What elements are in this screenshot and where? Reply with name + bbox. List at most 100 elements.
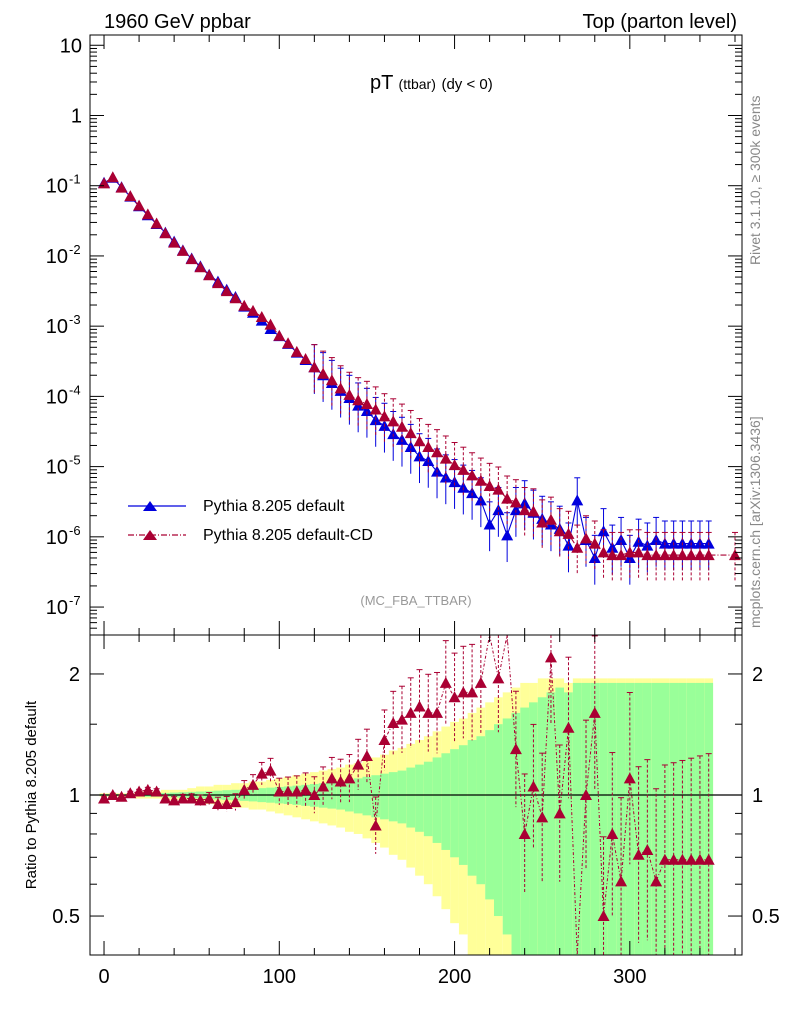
data-point-cd <box>492 483 505 495</box>
ratio-point-cd <box>413 700 426 712</box>
ratio-band-green <box>511 712 521 955</box>
data-point-cd <box>685 549 698 561</box>
ratio-point-cd <box>536 811 549 823</box>
ratio-point-cd <box>422 706 435 718</box>
ratio-point-cd <box>115 790 128 802</box>
ratio-point-cd <box>255 767 268 779</box>
data-point-cd <box>527 505 540 517</box>
ratio-band-green <box>458 745 468 865</box>
data-point-cd <box>360 397 373 409</box>
data-point-cd <box>518 504 531 516</box>
y-tick-label: 10 <box>46 386 68 408</box>
rivet-label: Rivet 3.1.10, ≥ 300k events <box>747 95 763 265</box>
ratio-point-cd <box>650 875 663 887</box>
ratio-point-cd <box>334 775 347 787</box>
mcplots-label: mcplots.cern.ch [arXiv:1306.3436] <box>747 416 763 628</box>
main-x-ticks <box>103 35 736 635</box>
data-point-cd <box>483 479 496 491</box>
data-point-cd <box>474 474 487 486</box>
ratio-band-green <box>423 761 433 837</box>
data-point-cd <box>553 525 566 537</box>
ratio-band-green <box>432 757 442 843</box>
ratio-point-cd <box>185 792 198 804</box>
ratio-point-cd <box>457 686 470 698</box>
ratio-point-cd <box>352 758 365 770</box>
ratio-y-tick-label-right: 1 <box>752 785 763 807</box>
analysis-label: (MC_FBA_TTBAR) <box>360 593 471 608</box>
ratio-y-tick-label-right: 2 <box>752 664 763 686</box>
ratio-point-cd <box>343 772 356 784</box>
data-point-cd <box>580 532 593 544</box>
ratio-y-tick-label-right: 0.5 <box>752 906 780 928</box>
y-tick-exponent: -3 <box>69 312 81 327</box>
data-point-default <box>571 494 584 506</box>
data-point-cd <box>641 549 654 561</box>
ratio-point-cd <box>527 780 540 792</box>
y-tick-exponent: -2 <box>69 242 81 257</box>
ratio-point-cd <box>229 796 242 808</box>
data-point-cd <box>562 527 575 539</box>
data-point-cd <box>702 549 715 561</box>
ratio-band-green <box>388 772 398 822</box>
ratio-point-cd <box>98 792 111 804</box>
data-point-cd <box>150 217 163 229</box>
ratio-point-cd <box>580 789 593 800</box>
ratio-point-cd <box>325 772 338 784</box>
y-tick-label: 10 <box>46 316 68 338</box>
ratio-band-green <box>406 767 416 828</box>
ratio-band-green <box>362 776 372 816</box>
data-point-cd <box>106 171 119 183</box>
data-point-cd <box>632 546 645 558</box>
data-point-default <box>448 476 461 488</box>
ratio-point-cd <box>404 706 417 718</box>
y-tick-label: 10 <box>46 176 68 198</box>
ratio-band-green <box>572 682 582 955</box>
y-tick-label: 10 <box>60 35 82 57</box>
data-point-default <box>387 428 400 440</box>
ratio-band-green <box>581 682 591 955</box>
data-point-default <box>562 539 575 551</box>
ratio-point-cd <box>632 848 645 860</box>
data-point-cd <box>282 337 295 349</box>
ratio-band-green <box>441 753 451 850</box>
ratio-point-cd <box>597 910 610 922</box>
data-point-cd <box>395 420 408 432</box>
data-point-default <box>466 487 479 499</box>
main-series-points <box>98 171 741 585</box>
ratio-point-cd <box>220 797 233 809</box>
ratio-point-cd <box>387 717 400 729</box>
data-point-default <box>509 504 522 516</box>
ratio-y-tick-label: 1 <box>69 785 80 807</box>
data-point-default <box>360 404 373 416</box>
ratio-point-cd <box>378 734 391 746</box>
x-tick-label: 300 <box>613 966 646 988</box>
data-point-cd <box>185 253 198 265</box>
data-point-cd <box>220 285 233 297</box>
data-point-cd <box>247 304 259 316</box>
ratio-band-green <box>502 718 512 935</box>
ratio-point-cd <box>273 785 286 797</box>
data-point-cd <box>509 496 522 508</box>
data-point-cd <box>334 382 347 394</box>
ratio-x-axis: 0 100 200 300 <box>98 635 736 988</box>
ratio-band-green <box>660 682 670 955</box>
data-point-cd <box>352 394 365 406</box>
ratio-point-cd <box>615 875 628 887</box>
ratio-point-cd <box>133 785 146 797</box>
data-point-cd <box>728 549 741 561</box>
legend: Pythia 8.205 default Pythia 8.205 defaul… <box>128 498 373 544</box>
data-point-cd <box>466 469 479 481</box>
data-point-cd <box>115 181 128 193</box>
ratio-point-cd <box>474 676 487 688</box>
ratio-band-green <box>353 778 363 814</box>
data-point-default <box>483 518 496 530</box>
plot-title: pT (ttbar) (dy < 0) <box>370 72 493 94</box>
data-point-cd <box>299 353 312 365</box>
data-point-cd <box>255 311 268 323</box>
ratio-point-cd <box>439 676 452 688</box>
ratio-point-cd <box>606 827 619 839</box>
data-point-cd <box>658 549 671 561</box>
ratio-point-cd <box>623 772 636 784</box>
ratio-point-cd <box>124 787 137 799</box>
data-point-cd <box>124 190 137 202</box>
